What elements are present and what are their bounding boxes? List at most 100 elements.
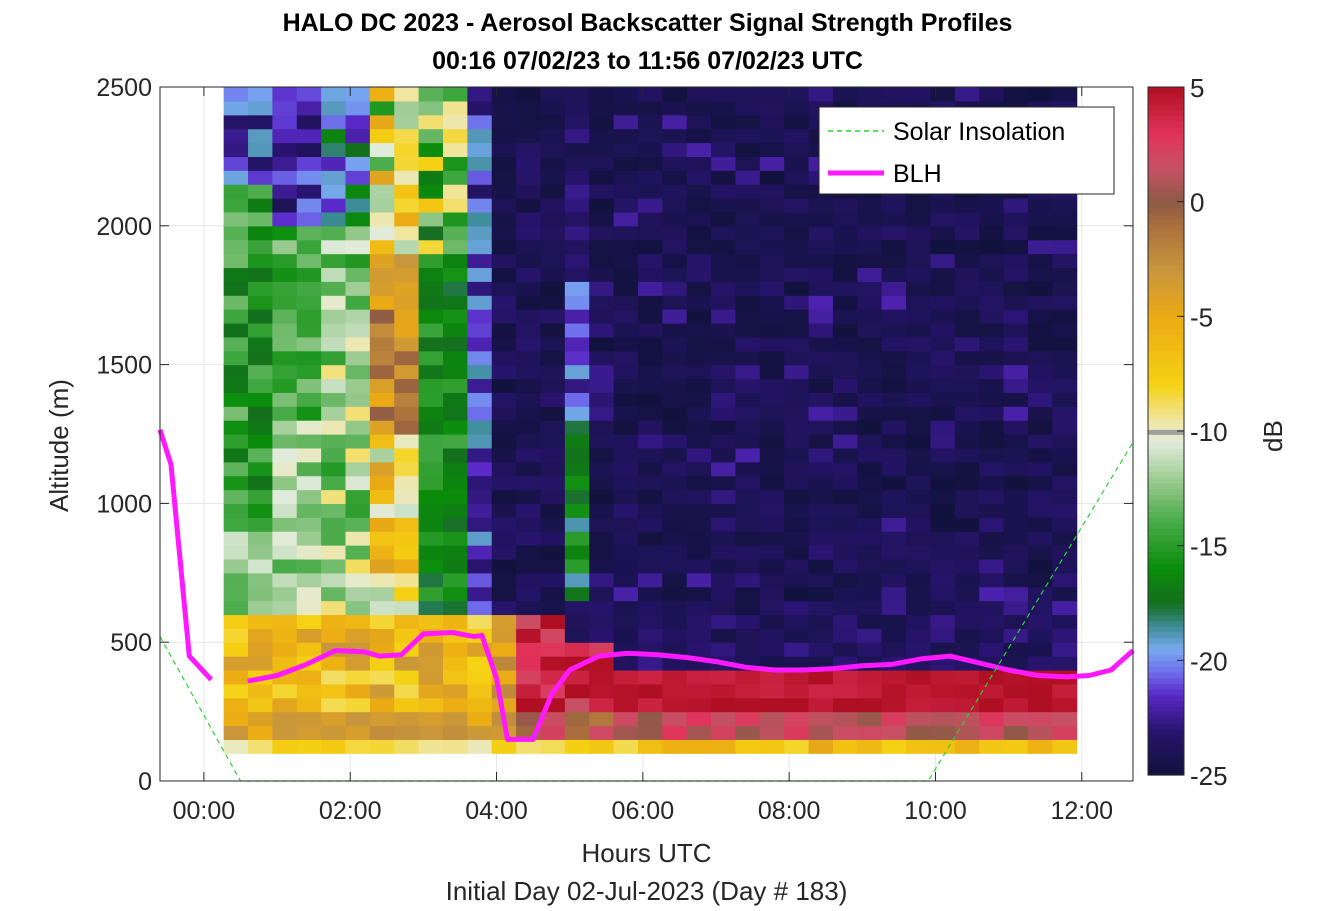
heatmap-cell (857, 322, 883, 338)
heatmap-cell (711, 392, 737, 407)
heatmap-cell (881, 336, 907, 352)
heatmap-cell (759, 114, 785, 130)
heatmap-cell (735, 267, 761, 282)
heatmap-cell (248, 87, 273, 102)
colorbar-band (1148, 711, 1184, 719)
colorbar-band (1148, 253, 1184, 260)
heatmap-cell (223, 350, 249, 366)
heatmap-cell (881, 683, 907, 699)
heatmap-cell (1003, 87, 1029, 102)
heatmap-cell (906, 711, 932, 727)
heatmap-cell (394, 683, 420, 699)
heatmap-cell (369, 711, 395, 727)
heatmap-cell (345, 198, 371, 213)
heatmap-cell (223, 392, 249, 407)
heatmap-cell (1052, 475, 1078, 491)
heatmap-cell (540, 100, 566, 116)
heatmap-cell (857, 364, 883, 380)
heatmap-cell (906, 558, 932, 574)
heatmap-cell (881, 87, 907, 102)
heatmap-cell (321, 669, 347, 685)
heatmap-cell (808, 572, 834, 588)
heatmap-cell (418, 600, 444, 616)
heatmap-cell (223, 697, 249, 713)
heatmap-cell (321, 253, 347, 269)
heatmap-cell (906, 739, 932, 754)
heatmap-cell (248, 586, 273, 602)
heatmap-cell (418, 642, 444, 657)
heatmap-cell (662, 545, 688, 560)
heatmap-cell (491, 170, 517, 185)
heatmap-cell (979, 378, 1005, 393)
colorbar-band (1148, 379, 1184, 386)
heatmap-cell (467, 669, 493, 685)
heatmap-cell (979, 572, 1005, 588)
colorbar-band (1148, 322, 1184, 329)
heatmap-cell (223, 170, 249, 185)
heatmap-cell (321, 489, 347, 504)
heatmap-cell (930, 225, 956, 241)
heatmap-cell (759, 156, 785, 171)
y-tick-label: 0 (138, 768, 152, 796)
heatmap-cell (589, 100, 615, 116)
colorbar-band (1148, 287, 1184, 294)
heatmap-cell (1027, 378, 1053, 393)
heatmap-cell (906, 503, 932, 518)
heatmap-cell (832, 267, 858, 282)
heatmap-cell (491, 281, 517, 296)
heatmap-cell (248, 406, 273, 421)
heatmap-cell (637, 87, 663, 102)
heatmap-cell (735, 725, 761, 740)
heatmap-cell (394, 475, 420, 491)
colorbar-band (1148, 494, 1184, 501)
heatmap-cell (1027, 322, 1053, 338)
heatmap-cell (345, 461, 371, 477)
colorbar-band (1148, 236, 1184, 243)
heatmap-cell (759, 184, 785, 199)
heatmap-cell (808, 350, 834, 366)
heatmap-cell (930, 614, 956, 629)
heatmap-cell (881, 614, 907, 629)
heatmap-cell (979, 198, 1005, 213)
heatmap-cell (540, 128, 566, 144)
heatmap-cell (345, 170, 371, 185)
heatmap-cell (808, 739, 834, 754)
heatmap-cell (589, 461, 615, 477)
heatmap-cell (589, 669, 615, 685)
heatmap-cell (540, 739, 566, 754)
heatmap-cell (564, 531, 590, 546)
heatmap-cell (467, 309, 493, 324)
heatmap-cell (808, 211, 834, 227)
heatmap-cell (369, 100, 395, 116)
heatmap-cell (735, 614, 761, 629)
heatmap-cell (418, 309, 444, 324)
heatmap-cell (443, 281, 468, 296)
heatmap-cell (881, 267, 907, 282)
heatmap-cell (808, 378, 834, 393)
heatmap-cell (832, 322, 858, 338)
heatmap-cell (784, 739, 810, 754)
heatmap-cell (467, 267, 493, 282)
heatmap-cell (784, 184, 810, 199)
heatmap-cell (881, 447, 907, 463)
heatmap-cell (930, 642, 956, 657)
heatmap-cell (516, 669, 542, 685)
heatmap-cell (296, 669, 322, 685)
heatmap-cell (1027, 614, 1053, 629)
heatmap-cell (857, 447, 883, 463)
heatmap-cell (516, 170, 542, 185)
heatmap-cell (443, 586, 468, 602)
heatmap-cell (906, 447, 932, 463)
colorbar-band (1148, 539, 1184, 547)
heatmap-cell (1027, 336, 1053, 352)
heatmap-cell (637, 156, 663, 171)
heatmap-cell (954, 364, 980, 380)
heatmap-cell (662, 669, 688, 685)
heatmap-cell (954, 239, 980, 255)
heatmap-cell (662, 295, 688, 310)
heatmap-cell (711, 364, 737, 380)
heatmap-cell (296, 156, 322, 171)
heatmap-cell (589, 156, 615, 171)
heatmap-cell (637, 503, 663, 518)
heatmap-cell (369, 600, 395, 616)
